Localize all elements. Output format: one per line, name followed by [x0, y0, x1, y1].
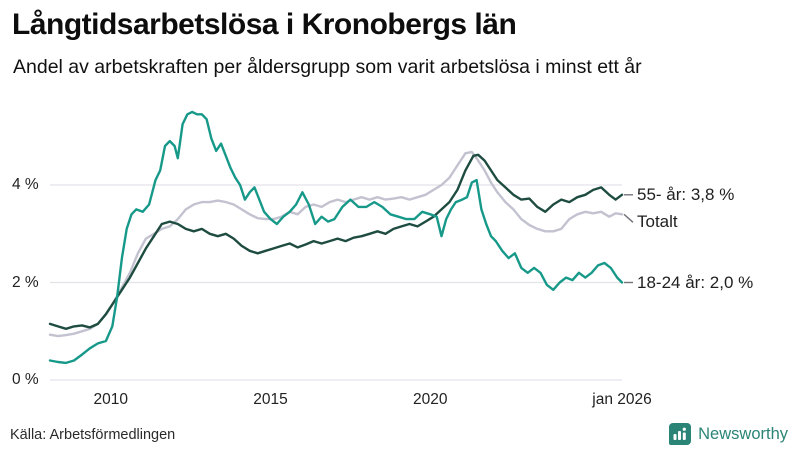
newsworthy-bar-chart-icon	[669, 423, 692, 445]
x-axis-tick-label: 2020	[413, 391, 448, 408]
source-note: Källa: Arbetsförmedlingen	[10, 427, 176, 443]
brand-logo: Newsworthy	[669, 423, 788, 445]
x-axis-tick-label: 2015	[253, 391, 288, 408]
series-end-label: 18-24 år: 2,0 %	[637, 272, 754, 292]
x-axis-tick-label: 2010	[93, 391, 128, 408]
series-end-label: Totalt	[637, 212, 678, 232]
y-axis-tick-label: 2 %	[12, 273, 39, 291]
y-axis-tick-label: 0 %	[12, 371, 39, 388]
brand-name: Newsworthy	[698, 424, 788, 443]
chart-subtitle: Andel av arbetskraften per åldersgrupp s…	[13, 56, 642, 78]
y-axis-tick-label: 4 %	[12, 176, 39, 193]
x-axis-tick-label: jan 2026	[592, 391, 652, 408]
series-end-label: 55- år: 3,8 %	[637, 184, 735, 204]
page-title: Långtidsarbetslösa i Kronobergs län	[12, 8, 517, 41]
